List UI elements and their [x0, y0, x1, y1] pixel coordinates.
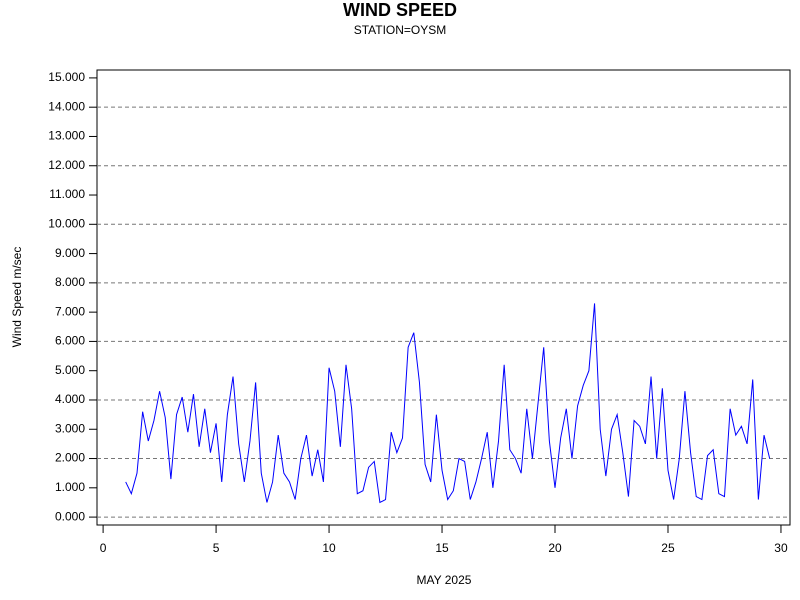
y-tick-label: 15.000: [48, 70, 85, 84]
x-tick-label: 0: [100, 541, 107, 555]
y-tick-label: 13.000: [48, 129, 85, 143]
y-tick-label: 0.000: [55, 509, 85, 523]
y-tick-label: 5.000: [55, 363, 85, 377]
y-tick-label: 7.000: [55, 304, 85, 318]
y-tick-label: 6.000: [55, 334, 85, 348]
y-tick-label: 14.000: [48, 99, 85, 113]
chart-title: WIND SPEED: [343, 0, 457, 20]
y-tick-label: 10.000: [48, 216, 85, 230]
y-tick-label: 12.000: [48, 158, 85, 172]
x-tick-label: 10: [322, 541, 336, 555]
y-tick-label: 4.000: [55, 392, 85, 406]
y-tick-label: 1.000: [55, 480, 85, 494]
x-tick-label: 15: [435, 541, 449, 555]
y-tick-label: 8.000: [55, 275, 85, 289]
x-tick-label: 20: [548, 541, 562, 555]
data-line: [125, 303, 771, 504]
y-tick-label: 9.000: [55, 246, 85, 260]
y-tick-label: 3.000: [55, 421, 85, 435]
x-tick-label: 30: [774, 541, 788, 555]
y-axis-label: Wind Speed m/sec: [10, 247, 24, 348]
y-tick-label: 11.000: [49, 187, 85, 201]
x-axis-label: MAY 2025: [417, 573, 472, 587]
x-tick-label: 25: [661, 541, 675, 555]
plot-frame: [96, 69, 791, 526]
chart-subtitle: STATION=OYSM: [354, 23, 447, 37]
x-tick-label: 5: [213, 541, 220, 555]
y-tick-label: 2.000: [55, 451, 85, 465]
